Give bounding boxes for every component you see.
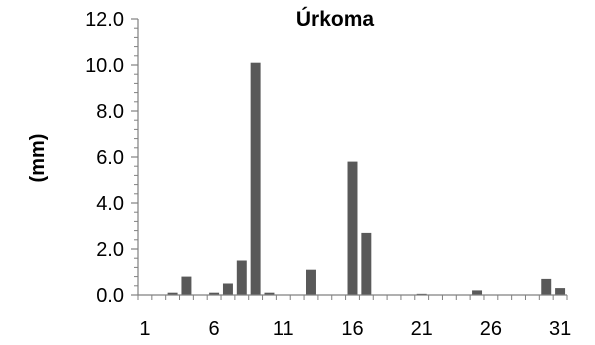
y-tick-label: 2.0 <box>96 239 124 261</box>
y-tick-label: 4.0 <box>96 193 124 215</box>
y-axis-ticks: 0.0 2.0 4.0 6.0 8.0 10.0 12.0 <box>85 9 138 307</box>
bar-day-3 <box>167 292 178 295</box>
y-tick-label: 8.0 <box>96 101 124 123</box>
x-tick-label: 26 <box>480 318 502 340</box>
bar-day-13 <box>306 269 316 295</box>
bar-day-17 <box>361 232 372 295</box>
x-tick-label: 1 <box>139 318 150 340</box>
y-tick-label: 12.0 <box>85 9 124 31</box>
y-tick-label: 10.0 <box>85 55 124 77</box>
bar-day-9 <box>250 62 261 296</box>
bar-day-25 <box>472 290 483 295</box>
bar-day-31 <box>555 288 566 295</box>
x-tick-label: 21 <box>411 318 433 340</box>
bar-day-8 <box>236 260 247 295</box>
bar-day-30 <box>541 278 552 295</box>
bar-day-16 <box>347 161 358 295</box>
x-tick-label: 16 <box>341 318 363 340</box>
y-axis-label: (mm) <box>27 134 49 183</box>
bar-day-10 <box>264 292 275 295</box>
bar-day-6 <box>209 292 220 295</box>
x-tick-label: 6 <box>209 318 220 340</box>
y-tick-label: 0.0 <box>96 285 124 307</box>
chart-title: Úrkoma <box>296 7 375 31</box>
x-tick-label: 11 <box>273 318 294 340</box>
y-tick-label: 6.0 <box>96 147 124 169</box>
bar-day-7 <box>222 283 233 295</box>
x-axis-ticks: 1 6 11 16 21 26 31 <box>137 295 571 340</box>
x-tick-label: 31 <box>549 318 571 340</box>
bars <box>167 62 566 296</box>
bar-day-4 <box>181 276 192 295</box>
